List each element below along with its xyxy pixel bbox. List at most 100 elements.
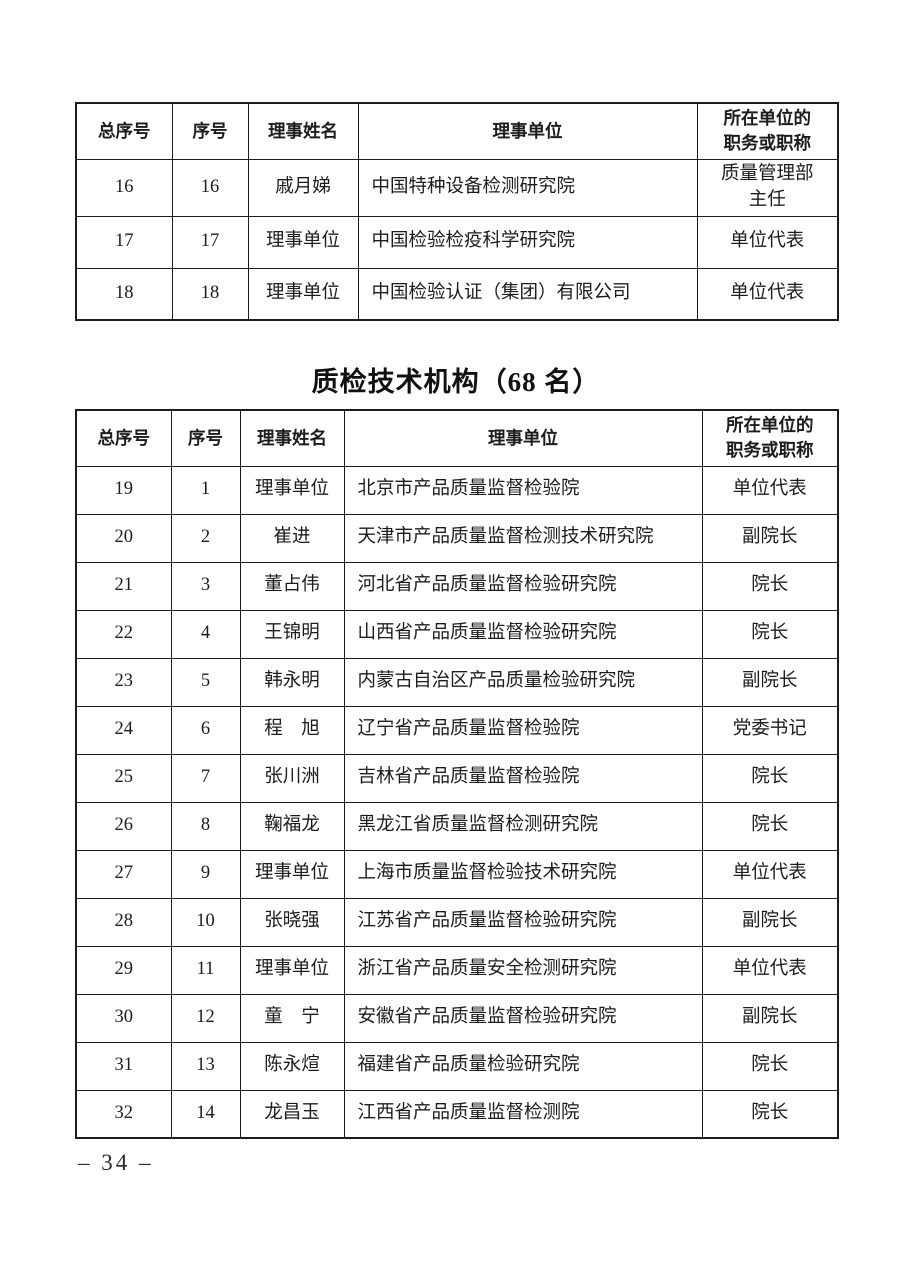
table-row: 28 10 张晓强 江苏省产品质量监督检验研究院 副院长 (75, 897, 839, 947)
cell-overall-no: 32 (75, 1089, 172, 1139)
table-header-row: 总序号 序号 理事姓名 理事单位 所在单位的 职务或职称 (75, 409, 839, 467)
cell-org: 天津市产品质量监督检测技术研究院 (343, 513, 703, 563)
cell-position: 单位代表 (701, 465, 839, 515)
cell-overall-no: 19 (75, 465, 172, 515)
cell-no: 18 (171, 267, 249, 321)
table-row: 17 17 理事单位 中国检验检疫科学研究院 单位代表 (75, 215, 839, 269)
cell-org: 吉林省产品质量监督检验院 (343, 753, 703, 803)
cell-overall-no: 21 (75, 561, 172, 611)
cell-overall-no: 24 (75, 705, 172, 755)
cell-name: 戚月娣 (247, 158, 359, 217)
cell-name: 王锦明 (239, 609, 345, 659)
cell-org: 辽宁省产品质量监督检验院 (343, 705, 703, 755)
cell-name: 崔进 (239, 513, 345, 563)
cell-org: 江西省产品质量监督检测院 (343, 1089, 703, 1139)
cell-org: 安徽省产品质量监督检验研究院 (343, 993, 703, 1043)
table-row: 21 3 董占伟 河北省产品质量监督检验研究院 院长 (75, 561, 839, 611)
cell-name: 理事单位 (247, 215, 359, 269)
cell-no: 8 (170, 801, 241, 851)
cell-name: 童 宁 (239, 993, 345, 1043)
col-header-org: 理事单位 (357, 102, 698, 160)
cell-no: 10 (170, 897, 241, 947)
section-title: 质检技术机构（68 名） (311, 367, 601, 397)
cell-no: 2 (170, 513, 241, 563)
cell-org: 福建省产品质量检验研究院 (343, 1041, 703, 1091)
cell-name: 程 旭 (239, 705, 345, 755)
cell-no: 13 (170, 1041, 241, 1091)
col-header-org: 理事单位 (343, 409, 703, 467)
cell-name: 张川洲 (239, 753, 345, 803)
col-header-position: 所在单位的 职务或职称 (701, 409, 839, 467)
cell-org: 中国检验检疫科学研究院 (357, 215, 698, 269)
cell-name: 龙昌玉 (239, 1089, 345, 1139)
table-row: 27 9 理事单位 上海市质量监督检验技术研究院 单位代表 (75, 849, 839, 899)
cell-position: 单位代表 (696, 267, 839, 321)
cell-position: 副院长 (701, 513, 839, 563)
col-header-name: 理事姓名 (239, 409, 345, 467)
cell-position: 院长 (701, 561, 839, 611)
table-row: 20 2 崔进 天津市产品质量监督检测技术研究院 副院长 (75, 513, 839, 563)
cell-no: 16 (171, 158, 249, 217)
cell-no: 11 (170, 945, 241, 995)
cell-position: 副院长 (701, 897, 839, 947)
cell-overall-no: 29 (75, 945, 172, 995)
cell-name: 理事单位 (239, 849, 345, 899)
table-row: 23 5 韩永明 内蒙古自治区产品质量检验研究院 副院长 (75, 657, 839, 707)
cell-org: 中国检验认证（集团）有限公司 (357, 267, 698, 321)
cell-name: 理事单位 (239, 945, 345, 995)
cell-overall-no: 30 (75, 993, 172, 1043)
cell-name: 董占伟 (239, 561, 345, 611)
table-row: 22 4 王锦明 山西省产品质量监督检验研究院 院长 (75, 609, 839, 659)
table-row: 26 8 鞠福龙 黑龙江省质量监督检测研究院 院长 (75, 801, 839, 851)
cell-overall-no: 25 (75, 753, 172, 803)
table-row: 29 11 理事单位 浙江省产品质量安全检测研究院 单位代表 (75, 945, 839, 995)
table-header-row: 总序号 序号 理事姓名 理事单位 所在单位的 职务或职称 (75, 102, 839, 160)
cell-no: 3 (170, 561, 241, 611)
cell-position: 质量管理部 主任 (696, 158, 839, 217)
table-body: 19 1 理事单位 北京市产品质量监督检验院 单位代表 20 2 崔进 天津市产品质量监督检测技… (75, 465, 839, 1139)
cell-overall-no: 18 (75, 267, 173, 321)
cell-overall-no: 27 (75, 849, 172, 899)
cell-position: 单位代表 (701, 945, 839, 995)
col-header-name: 理事姓名 (247, 102, 359, 160)
cell-no: 4 (170, 609, 241, 659)
cell-position: 院长 (701, 1041, 839, 1091)
cell-org: 河北省产品质量监督检验研究院 (343, 561, 703, 611)
cell-overall-no: 22 (75, 609, 172, 659)
cell-position: 副院长 (701, 657, 839, 707)
table-row: 19 1 理事单位 北京市产品质量监督检验院 单位代表 (75, 465, 839, 515)
col-header-no: 序号 (170, 409, 241, 467)
cell-org: 中国特种设备检测研究院 (357, 158, 698, 217)
cell-no: 7 (170, 753, 241, 803)
cell-overall-no: 23 (75, 657, 172, 707)
table-row: 16 16 戚月娣 中国特种设备检测研究院 质量管理部 主任 (75, 158, 839, 217)
continued-board-members-table: 总序号 序号 理事姓名 理事单位 所在单位的 职务或职称 16 16 戚月娣 中国特种… (75, 102, 839, 322)
cell-overall-no: 31 (75, 1041, 172, 1091)
cell-overall-no: 17 (75, 215, 173, 269)
cell-org: 内蒙古自治区产品质量检验研究院 (343, 657, 703, 707)
cell-no: 9 (170, 849, 241, 899)
cell-no: 6 (170, 705, 241, 755)
cell-overall-no: 26 (75, 801, 172, 851)
cell-position: 院长 (701, 1089, 839, 1139)
col-header-no: 序号 (171, 102, 249, 160)
cell-no: 17 (171, 215, 249, 269)
page-number: – 34 – (78, 1150, 154, 1175)
cell-overall-no: 28 (75, 897, 172, 947)
cell-name: 鞠福龙 (239, 801, 345, 851)
cell-no: 5 (170, 657, 241, 707)
table-row: 24 6 程 旭辽宁省产品质量监督检验院 党委书记 (75, 705, 839, 755)
cell-org: 上海市质量监督检验技术研究院 (343, 849, 703, 899)
cell-no: 12 (170, 993, 241, 1043)
table-row: 30 12 童 宁安徽省产品质量监督检验研究院 副院长 (75, 993, 839, 1043)
cell-no: 1 (170, 465, 241, 515)
cell-position: 院长 (701, 801, 839, 851)
col-header-overall-no: 总序号 (75, 102, 173, 160)
cell-name: 陈永煊 (239, 1041, 345, 1091)
cell-position: 院长 (701, 753, 839, 803)
cell-name: 韩永明 (239, 657, 345, 707)
col-header-overall-no: 总序号 (75, 409, 172, 467)
cell-position: 副院长 (701, 993, 839, 1043)
table-row: 18 18 理事单位 中国检验认证（集团）有限公司 单位代表 (75, 267, 839, 321)
